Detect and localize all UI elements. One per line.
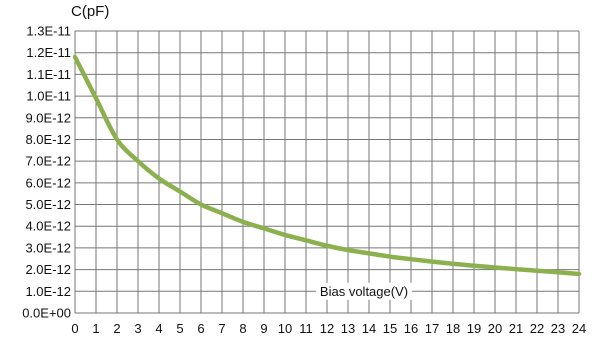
x-tick-label: 22 (530, 321, 544, 336)
x-tick-label: 3 (134, 321, 141, 336)
x-tick-label: 8 (239, 321, 246, 336)
y-tick-label: 0.0E+00 (22, 306, 71, 321)
x-tick-label: 21 (509, 321, 523, 336)
x-tick-label: 10 (278, 321, 292, 336)
x-tick-label: 2 (113, 321, 120, 336)
y-tick-label: 9.0E-12 (25, 110, 71, 125)
y-tick-label: 3.0E-12 (25, 240, 71, 255)
y-tick-label: 1.1E-11 (26, 67, 71, 82)
y-tick-label: 1.0E-11 (26, 89, 71, 104)
y-axis-ticks: 0.0E+00 1.0E-12 2.0E-12 3.0E-12 4.0E-12 5.0E-… (22, 24, 71, 321)
y-axis-label: C(pF) (71, 3, 109, 20)
x-tick-label: 11 (299, 321, 313, 336)
y-tick-label: 1.0E-12 (25, 284, 71, 299)
x-tick-label: 20 (488, 321, 502, 336)
x-tick-label: 12 (320, 321, 334, 336)
series (72, 54, 582, 277)
x-tick-label: 5 (176, 321, 183, 336)
x-tick-label: 24 (572, 321, 586, 336)
y-tick-label: 1.3E-11 (26, 24, 71, 39)
x-tick-label: 17 (425, 321, 439, 336)
x-tick-label: 0 (71, 321, 78, 336)
x-tick-label: 13 (341, 321, 355, 336)
x-tick-label: 4 (155, 321, 162, 336)
y-tick-label: 1.2E-11 (26, 45, 71, 60)
x-tick-label: 7 (218, 321, 225, 336)
x-tick-label: 6 (197, 321, 204, 336)
y-tick-label: 5.0E-12 (25, 197, 71, 212)
y-tick-label: 4.0E-12 (25, 219, 71, 234)
x-axis-label-background (315, 282, 413, 300)
x-tick-label: 9 (260, 321, 267, 336)
y-tick-label: 8.0E-12 (25, 132, 71, 147)
x-tick-label: 1 (92, 321, 99, 336)
y-tick-label: 6.0E-12 (25, 175, 71, 190)
x-tick-label: 16 (404, 321, 418, 336)
x-axis-label: Bias voltage(V) (320, 284, 408, 299)
y-tick-label: 2.0E-12 (25, 262, 71, 277)
x-tick-label: 18 (446, 321, 460, 336)
x-tick-label: 15 (383, 321, 397, 336)
y-tick-label: 7.0E-12 (25, 154, 71, 169)
x-axis-ticks: 0 1 2 3 4 5 6 7 8 9 10 11 12 13 14 15 16 17 18 19 20 21 22 23 24 (71, 321, 586, 336)
series-line (72, 54, 582, 277)
x-tick-label: 19 (467, 321, 481, 336)
x-tick-label: 23 (551, 321, 565, 336)
x-tick-label: 14 (362, 321, 376, 336)
